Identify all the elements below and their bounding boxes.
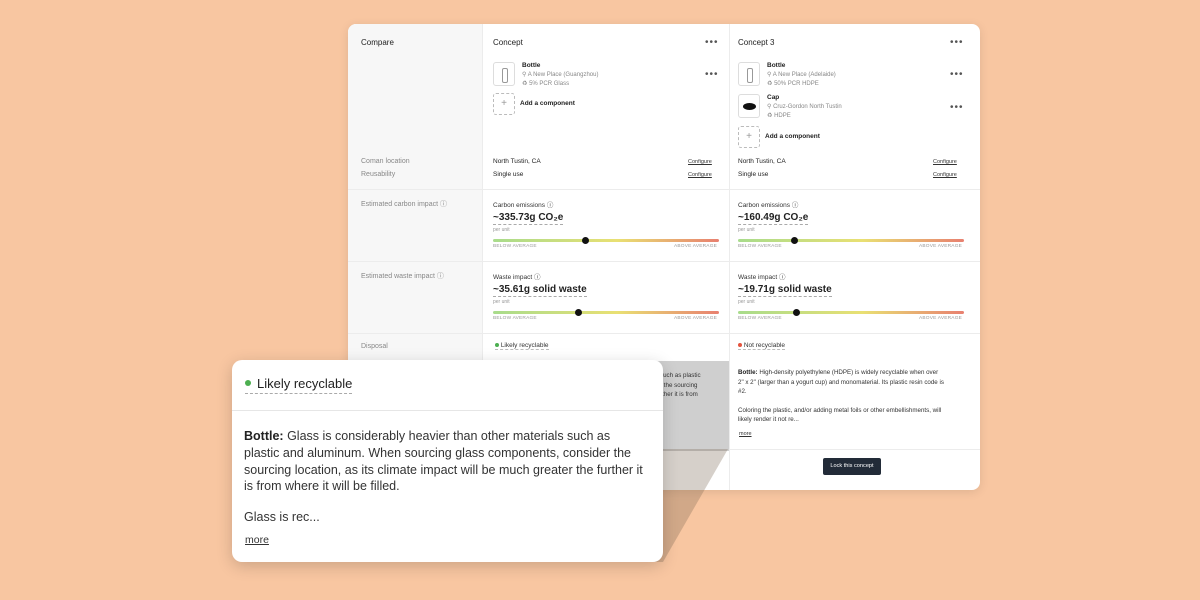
impact-gauge-bar [738, 239, 964, 242]
bottle-icon [493, 62, 515, 86]
coman-location-label: Coman location [361, 158, 410, 165]
disposal-description-partial: such as plastic r the sourcing rther it … [660, 372, 701, 399]
below-average-label: BELOW AVERAGE [493, 316, 537, 321]
below-average-label: BELOW AVERAGE [738, 244, 782, 249]
component-material: ♻ 5% PCR Glass [522, 81, 570, 87]
configure-link[interactable]: Configure [688, 172, 712, 178]
impact-gauge-marker [791, 237, 798, 244]
per-unit-label: per unit [738, 299, 755, 305]
carbon-emissions-label: Carbon emissions ⓘ [493, 202, 554, 209]
info-icon[interactable]: ⓘ [533, 274, 541, 281]
popup-status: Likely recyclable [245, 376, 353, 394]
waste-impact-metric-label: Waste impact ⓘ [493, 274, 541, 281]
info-icon[interactable]: ⓘ [546, 202, 554, 209]
cap-icon [738, 94, 760, 118]
waste-impact-value: ~35.61g solid waste [493, 284, 587, 297]
carbon-emissions-value: ~160.49g CO₂e [738, 212, 809, 225]
waste-impact-metric-label: Waste impact ⓘ [738, 274, 786, 281]
recycle-icon: ♻ [522, 81, 528, 87]
above-average-label: ABOVE AVERAGE [919, 316, 963, 321]
bottle-icon [738, 62, 760, 86]
status-dot [495, 343, 499, 347]
disposal-status[interactable]: Not recyclable [738, 342, 785, 350]
row-divider [348, 261, 980, 262]
configure-link[interactable]: Configure [933, 172, 957, 178]
more-link[interactable]: more [739, 431, 752, 437]
reusability-value: Single use [493, 171, 524, 178]
impact-gauge-marker [575, 309, 583, 316]
component-menu-icon[interactable]: ••• [950, 69, 964, 80]
carbon-impact-label: Estimated carbon impact ⓘ [361, 201, 447, 208]
status-dot [245, 380, 251, 386]
component-location: ⚲ Cruz-Gordon North Tustin [767, 104, 842, 110]
above-average-label: ABOVE AVERAGE [919, 244, 963, 249]
disposal-description: Bottle: High-density polyethylene (HDPE)… [738, 369, 944, 424]
popup-header: Likely recyclable [232, 360, 663, 411]
above-average-label: ABOVE AVERAGE [674, 316, 718, 321]
popup-more-link[interactable]: more [245, 534, 269, 546]
component-name[interactable]: Bottle [767, 62, 786, 69]
add-component-button[interactable]: Add a component [520, 100, 575, 107]
compare-label: Compare [361, 38, 394, 47]
lock-concept-button[interactable]: Lock this concept [823, 458, 881, 475]
coman-location-value: North Tustin, CA [738, 158, 786, 165]
more-menu-icon[interactable]: ••• [950, 37, 964, 48]
add-component-button[interactable]: Add a component [765, 133, 820, 140]
row-divider [348, 333, 980, 334]
waste-impact-label: Estimated waste impact ⓘ [361, 273, 444, 280]
per-unit-label: per unit [738, 227, 755, 233]
popup-description: Bottle: Glass is considerably heavier th… [244, 429, 643, 494]
waste-impact-value: ~19.71g solid waste [738, 284, 832, 297]
component-material: ♻ HDPE [767, 113, 791, 119]
disposal-label: Disposal [361, 343, 388, 350]
impact-gauge-bar [493, 311, 719, 314]
add-component-icon[interactable]: + [738, 126, 760, 148]
component-menu-icon[interactable]: ••• [705, 69, 719, 80]
info-icon[interactable]: ⓘ [436, 273, 444, 280]
disposal-popup: Likely recyclable Bottle: Glass is consi… [232, 360, 663, 562]
location-pin-icon: ⚲ [767, 72, 772, 78]
above-average-label: ABOVE AVERAGE [674, 244, 718, 249]
info-icon[interactable]: ⓘ [778, 274, 786, 281]
component-location: ⚲ A New Place (Guangzhou) [522, 72, 599, 78]
location-pin-icon: ⚲ [522, 72, 527, 78]
component-name[interactable]: Bottle [522, 62, 541, 69]
status-dot [738, 343, 742, 347]
reusability-label: Reusability [361, 171, 396, 178]
recycle-icon: ♻ [767, 81, 773, 87]
column-divider [729, 24, 730, 490]
location-pin-icon: ⚲ [767, 104, 772, 110]
recycle-icon: ♻ [767, 113, 773, 119]
more-menu-icon[interactable]: ••• [705, 37, 719, 48]
component-location: ⚲ A New Place (Adelaide) [767, 72, 836, 78]
configure-link[interactable]: Configure [688, 159, 712, 165]
disposal-status[interactable]: Likely recyclable [495, 342, 549, 350]
per-unit-label: per unit [493, 227, 510, 233]
impact-gauge-bar [738, 311, 964, 314]
concept-title: Concept [493, 38, 523, 47]
per-unit-label: per unit [493, 299, 510, 305]
carbon-emissions-label: Carbon emissions ⓘ [738, 202, 799, 209]
impact-gauge-marker [582, 237, 590, 244]
info-icon[interactable]: ⓘ [791, 202, 799, 209]
reusability-value: Single use [738, 171, 769, 178]
component-menu-icon[interactable]: ••• [950, 102, 964, 113]
below-average-label: BELOW AVERAGE [738, 316, 782, 321]
add-component-icon[interactable]: + [493, 93, 515, 115]
coman-location-value: North Tustin, CA [493, 158, 541, 165]
concept-title: Concept 3 [738, 38, 775, 47]
info-icon[interactable]: ⓘ [440, 201, 447, 208]
impact-gauge-bar [493, 239, 719, 242]
impact-gauge-marker [793, 309, 801, 316]
below-average-label: BELOW AVERAGE [493, 244, 537, 249]
carbon-emissions-value: ~335.73g CO₂e [493, 212, 564, 225]
component-name[interactable]: Cap [767, 94, 780, 101]
component-material: ♻ 50% PCR HDPE [767, 81, 819, 87]
popup-truncated-text: Glass is rec... [244, 510, 320, 524]
configure-link[interactable]: Configure [933, 159, 957, 165]
row-divider [348, 189, 980, 190]
